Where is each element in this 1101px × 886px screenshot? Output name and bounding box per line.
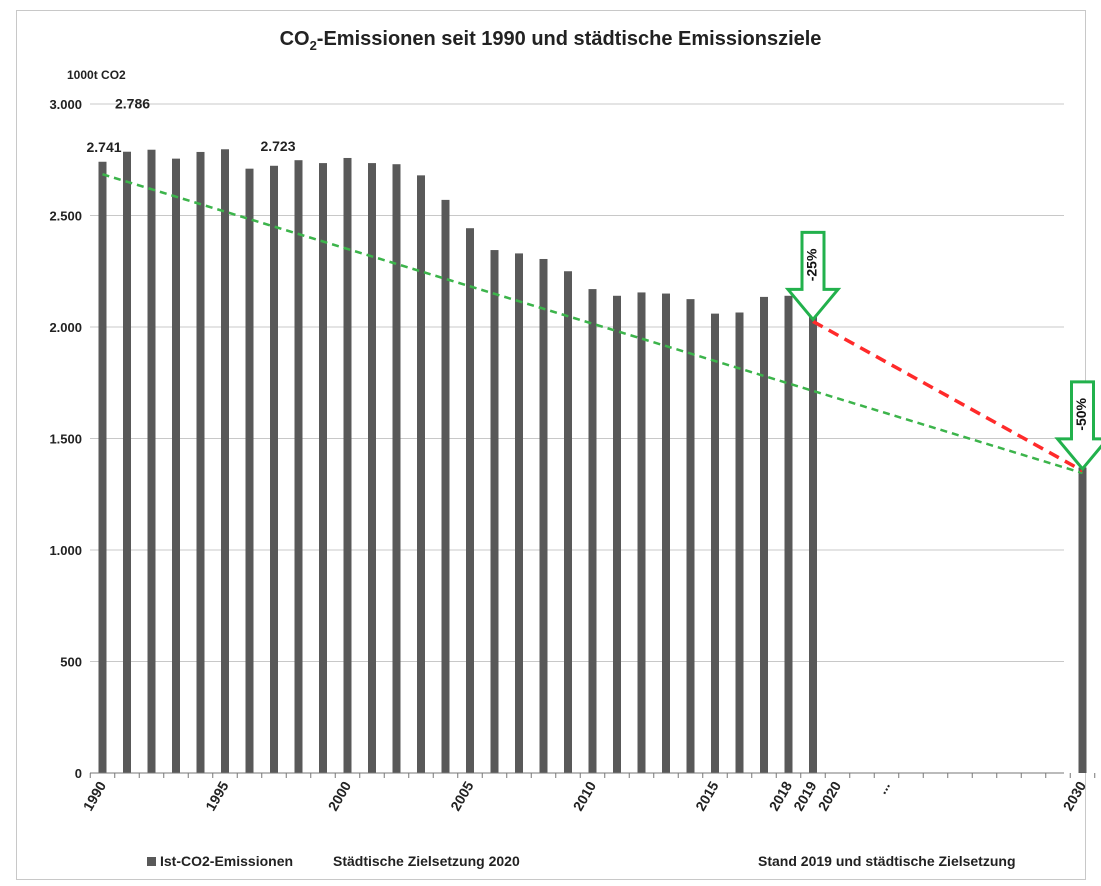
bar — [809, 314, 817, 773]
bar — [760, 296, 768, 773]
bar — [245, 168, 254, 774]
axes — [89, 772, 1096, 778]
bar — [637, 292, 646, 773]
bar — [294, 160, 303, 774]
y-tick-label: 2.500 — [49, 209, 82, 224]
y-tick-label: 3.000 — [49, 97, 82, 112]
bar — [270, 165, 278, 773]
bar — [735, 312, 744, 773]
bar — [441, 199, 450, 773]
data-label: 2.786 — [115, 96, 150, 112]
target-arrow — [784, 230, 842, 322]
x-tick-label: 2010 — [570, 778, 600, 813]
data-label: 2.741 — [87, 139, 122, 155]
arrow-label: -25% — [804, 248, 820, 281]
x-tick-label: 2019 — [790, 778, 820, 813]
y-tick-label: 0 — [75, 766, 82, 781]
bar — [466, 228, 474, 773]
bar — [784, 295, 793, 773]
bar — [539, 258, 548, 773]
bar — [515, 253, 523, 773]
gridlines — [90, 103, 1064, 662]
y-tick-label: 2.000 — [49, 320, 82, 335]
target-line-2030 — [812, 319, 1084, 473]
bar — [147, 149, 156, 774]
legend-item-target-2020: Städtische Zielsetzung 2020 — [333, 853, 520, 869]
bar — [172, 158, 180, 773]
bar — [319, 163, 327, 774]
bar — [368, 163, 376, 774]
bar — [588, 289, 597, 773]
bar — [1078, 467, 1087, 773]
x-tick-label: 2018 — [766, 778, 796, 813]
data-label: 2.723 — [260, 138, 295, 154]
bar — [221, 149, 229, 774]
bar — [662, 293, 670, 773]
bar — [196, 151, 205, 773]
bars — [98, 149, 1087, 774]
y-tick-label: 1.500 — [49, 432, 82, 447]
y-tick-label: 500 — [60, 655, 82, 670]
x-tick-label: 2020 — [815, 778, 845, 813]
bar — [123, 151, 131, 774]
bar — [613, 295, 621, 773]
x-tick-label: 1990 — [80, 778, 110, 813]
bar — [417, 175, 425, 774]
legend-item-emissions: Ist-CO2-Emissionen — [147, 853, 293, 869]
chart-frame — [16, 10, 1086, 880]
y-tick-label: 1.000 — [49, 543, 82, 558]
x-tick-label: ... — [873, 779, 893, 797]
target-arrows — [784, 230, 1101, 472]
target-arrow — [1054, 380, 1101, 472]
target-lines — [102, 173, 1084, 475]
bar — [711, 313, 719, 773]
bar — [392, 164, 401, 773]
bar — [490, 250, 499, 773]
bar — [686, 299, 695, 773]
x-tick-label: 1995 — [202, 778, 232, 813]
bar — [564, 271, 572, 773]
x-tick-label: 2005 — [447, 778, 477, 813]
bar — [98, 161, 107, 773]
bar — [343, 157, 352, 773]
x-tick-label: 2030 — [1060, 778, 1090, 813]
target-line-2020 — [102, 173, 1083, 475]
legend-item-target-2030: Stand 2019 und städtische Zielsetzung — [758, 853, 1016, 869]
x-tick-label: 2015 — [692, 778, 722, 813]
legend-swatch-emissions — [147, 857, 156, 866]
chart-title: CO2-Emissionen seit 1990 und städtische … — [279, 28, 822, 53]
y-axis-unit-label: 1000t CO2 — [67, 68, 126, 82]
arrow-label: -50% — [1073, 397, 1089, 430]
x-tick-label: 2000 — [325, 778, 355, 813]
